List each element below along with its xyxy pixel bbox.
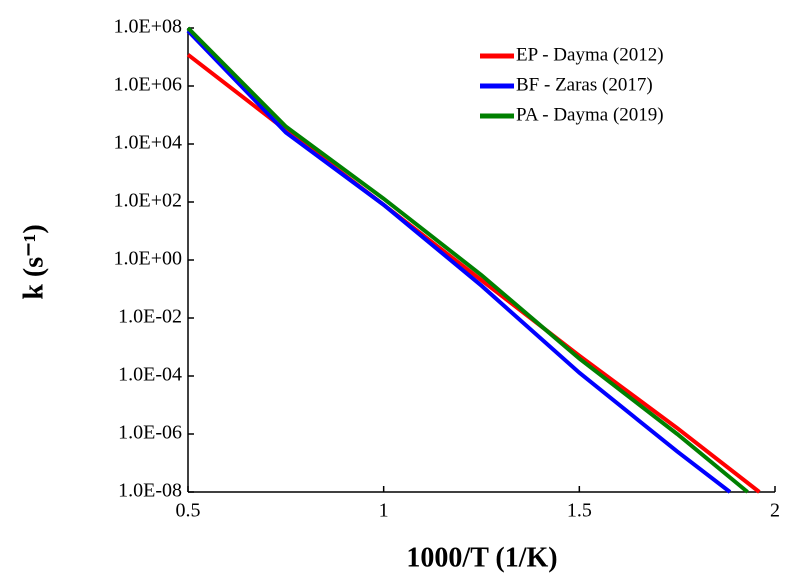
y-tick-label: 1.0E-06 — [118, 422, 182, 444]
x-tick-label: 0.5 — [176, 500, 201, 522]
y-tick-label: 1.0E-08 — [118, 480, 182, 502]
x-tick-label: 1 — [379, 500, 389, 522]
series-line — [186, 29, 732, 494]
y-tick-label: 1.0E-04 — [118, 364, 182, 386]
y-tick-label: 1.0E+04 — [114, 132, 183, 154]
y-tick-label: 1.0E+00 — [114, 248, 183, 270]
series-line — [186, 26, 749, 494]
legend-label: PA - Dayma (2019) — [516, 104, 664, 125]
legend-label: EP - Dayma (2012) — [516, 44, 664, 65]
legend-label: BF - Zaras (2017) — [516, 74, 653, 95]
y-tick-label: 1.0E+08 — [114, 16, 183, 38]
y-axis-title: k (s⁻¹) — [18, 224, 49, 299]
x-tick-label: 2 — [770, 500, 780, 522]
x-tick-label: 1.5 — [567, 500, 592, 522]
y-tick-label: 1.0E+02 — [114, 190, 183, 212]
y-tick-label: 1.0E+06 — [114, 74, 183, 96]
x-axis-title: 1000/T (1/K) — [406, 542, 557, 573]
y-tick-label: 1.0E-02 — [118, 306, 182, 328]
